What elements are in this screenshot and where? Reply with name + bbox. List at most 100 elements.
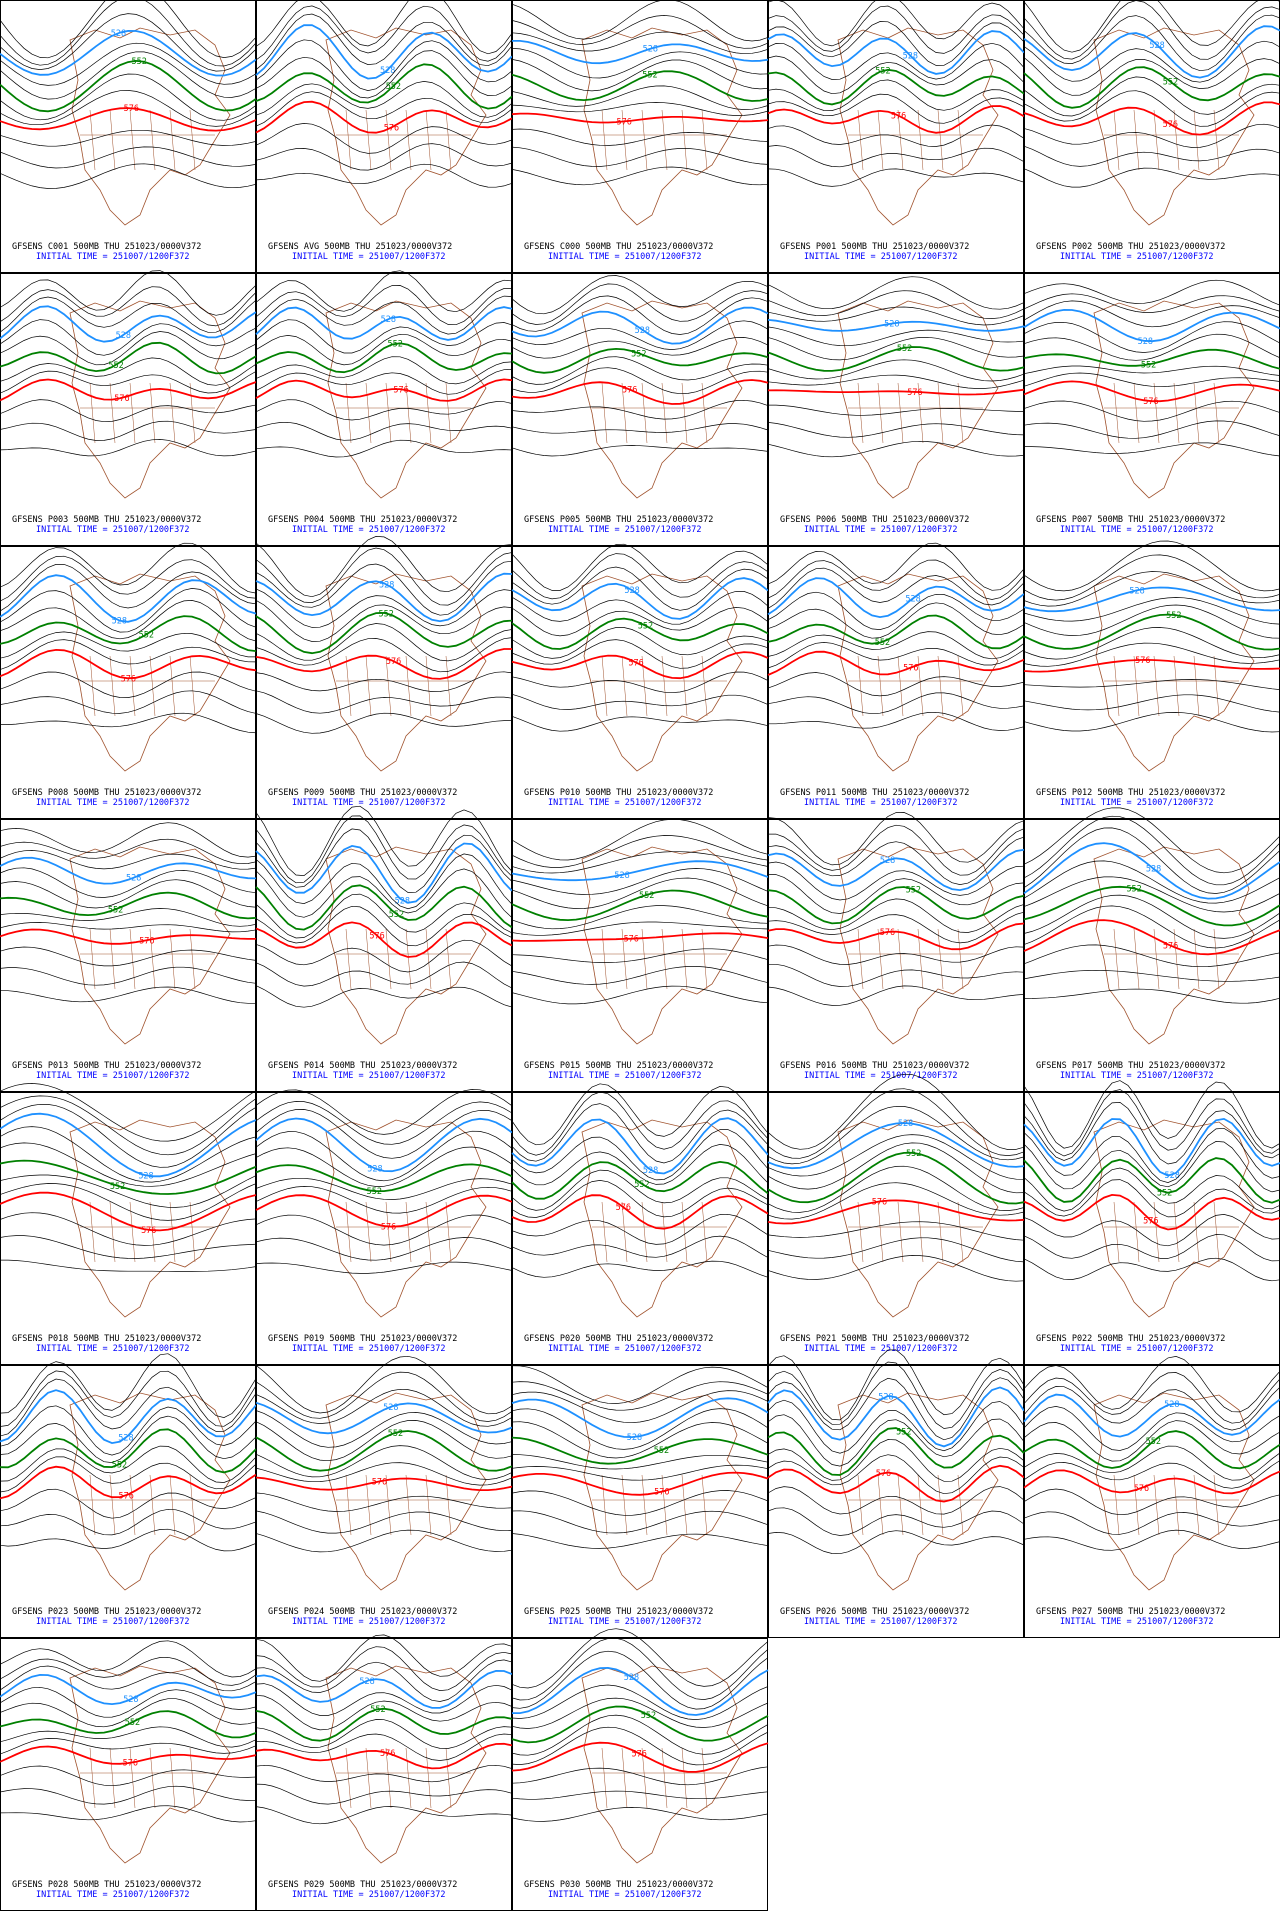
state-border (1173, 109, 1180, 171)
contour (511, 1213, 769, 1245)
contour (1023, 308, 1280, 343)
contour (767, 1530, 1025, 1555)
contour-label: 528 (383, 1403, 398, 1413)
contour-label: 576 (139, 936, 154, 946)
contour (0, 563, 257, 612)
caption-background (514, 1053, 766, 1083)
contour (255, 1510, 513, 1534)
state-border (129, 1474, 136, 1536)
contour (255, 1669, 513, 1709)
caption-background (770, 507, 1022, 537)
caption-background (770, 234, 1022, 264)
contour-label: 552 (1157, 1188, 1172, 1198)
contour (1023, 586, 1280, 613)
contour-label: 576 (114, 394, 129, 404)
contour (255, 143, 513, 171)
contour (1023, 348, 1280, 370)
contour (0, 1142, 257, 1187)
contour-label: 528 (381, 315, 396, 325)
contour (767, 1349, 1025, 1421)
contour (511, 1160, 769, 1200)
contour (255, 985, 513, 1008)
contour-label: 528 (624, 586, 639, 596)
state-border (109, 928, 116, 990)
panel-initial-time: INITIAL TIME = 251007/1200F372 (548, 525, 702, 535)
coastline (1093, 27, 1255, 226)
state-border (661, 1201, 668, 1263)
contour (1023, 1193, 1280, 1231)
map-panel: 528 552 576 GFSENS P008 500MB THU 251023/00… (0, 542, 257, 819)
contour (255, 1445, 513, 1480)
contour (255, 270, 513, 313)
contour-label: 576 (1163, 942, 1178, 952)
state-border (1213, 382, 1220, 444)
state-border (937, 1474, 944, 1536)
state-border (445, 928, 452, 990)
panel-border (512, 819, 768, 1092)
contour (255, 439, 513, 458)
map-panel: 528 552 576 GFSENS P014 500MB THU 251023/00… (255, 805, 513, 1092)
contour (255, 399, 513, 421)
contour (255, 637, 513, 673)
contour-label: 528 (111, 29, 126, 39)
contour (255, 1401, 513, 1435)
state-border (405, 1474, 412, 1536)
state-border (425, 928, 432, 990)
caption-background (514, 1326, 766, 1356)
panel-title: GFSENS P014 500MB THU 251023/0000V372 (268, 1061, 457, 1071)
contour (255, 961, 513, 989)
state-border (345, 382, 352, 444)
caption-background (1026, 507, 1278, 537)
contour (767, 1105, 1025, 1165)
contour (255, 842, 513, 904)
state-border (857, 382, 864, 444)
coastline (69, 1119, 231, 1318)
contour (0, 856, 257, 885)
contour (0, 555, 257, 602)
contour (0, 966, 257, 986)
state-border (601, 109, 608, 171)
contour (255, 1117, 513, 1173)
state-border (169, 1201, 176, 1263)
panel-title: GFSENS P030 500MB THU 251023/0000V372 (524, 1880, 713, 1890)
contour (0, 296, 257, 333)
contour-label: 552 (110, 1182, 125, 1192)
contour (511, 1180, 769, 1218)
state-border (1213, 928, 1220, 990)
state-border (365, 1201, 372, 1263)
contour (1023, 876, 1280, 913)
contour-label: 552 (112, 1460, 127, 1470)
state-border (701, 109, 708, 171)
state-border (109, 109, 116, 171)
contour-label: 552 (388, 1429, 403, 1439)
map-panel: 528 552 576 GFSENS P017 500MB THU 251023/00… (1023, 807, 1280, 1092)
panel-border (512, 0, 768, 273)
contour (511, 948, 769, 963)
contour (511, 1471, 769, 1496)
contour (511, 577, 769, 620)
map-panel: 528 552 576 GFSENS P003 500MB THU 251023/00… (0, 270, 257, 546)
contour (1023, 597, 1280, 625)
state-border (149, 1474, 156, 1536)
contour (511, 275, 769, 315)
contour (511, 1714, 769, 1756)
contour (511, 543, 769, 591)
caption-background (1026, 780, 1278, 810)
state-border (189, 928, 196, 990)
contour-label: 528 (1164, 1400, 1179, 1410)
contour (0, 1686, 257, 1718)
contour (511, 860, 769, 882)
state-border (1173, 655, 1180, 717)
contour (511, 868, 769, 895)
panel-border (0, 1365, 256, 1638)
state-border (149, 655, 156, 717)
contour (767, 1486, 1025, 1515)
state-border (661, 382, 668, 444)
panel-title: GFSENS P018 500MB THU 251023/0000V372 (12, 1334, 201, 1344)
contour (0, 1126, 257, 1183)
contour (511, 399, 769, 420)
contour-label: 528 (1129, 586, 1144, 596)
contour-label: 552 (896, 1428, 911, 1438)
contour (255, 905, 513, 947)
